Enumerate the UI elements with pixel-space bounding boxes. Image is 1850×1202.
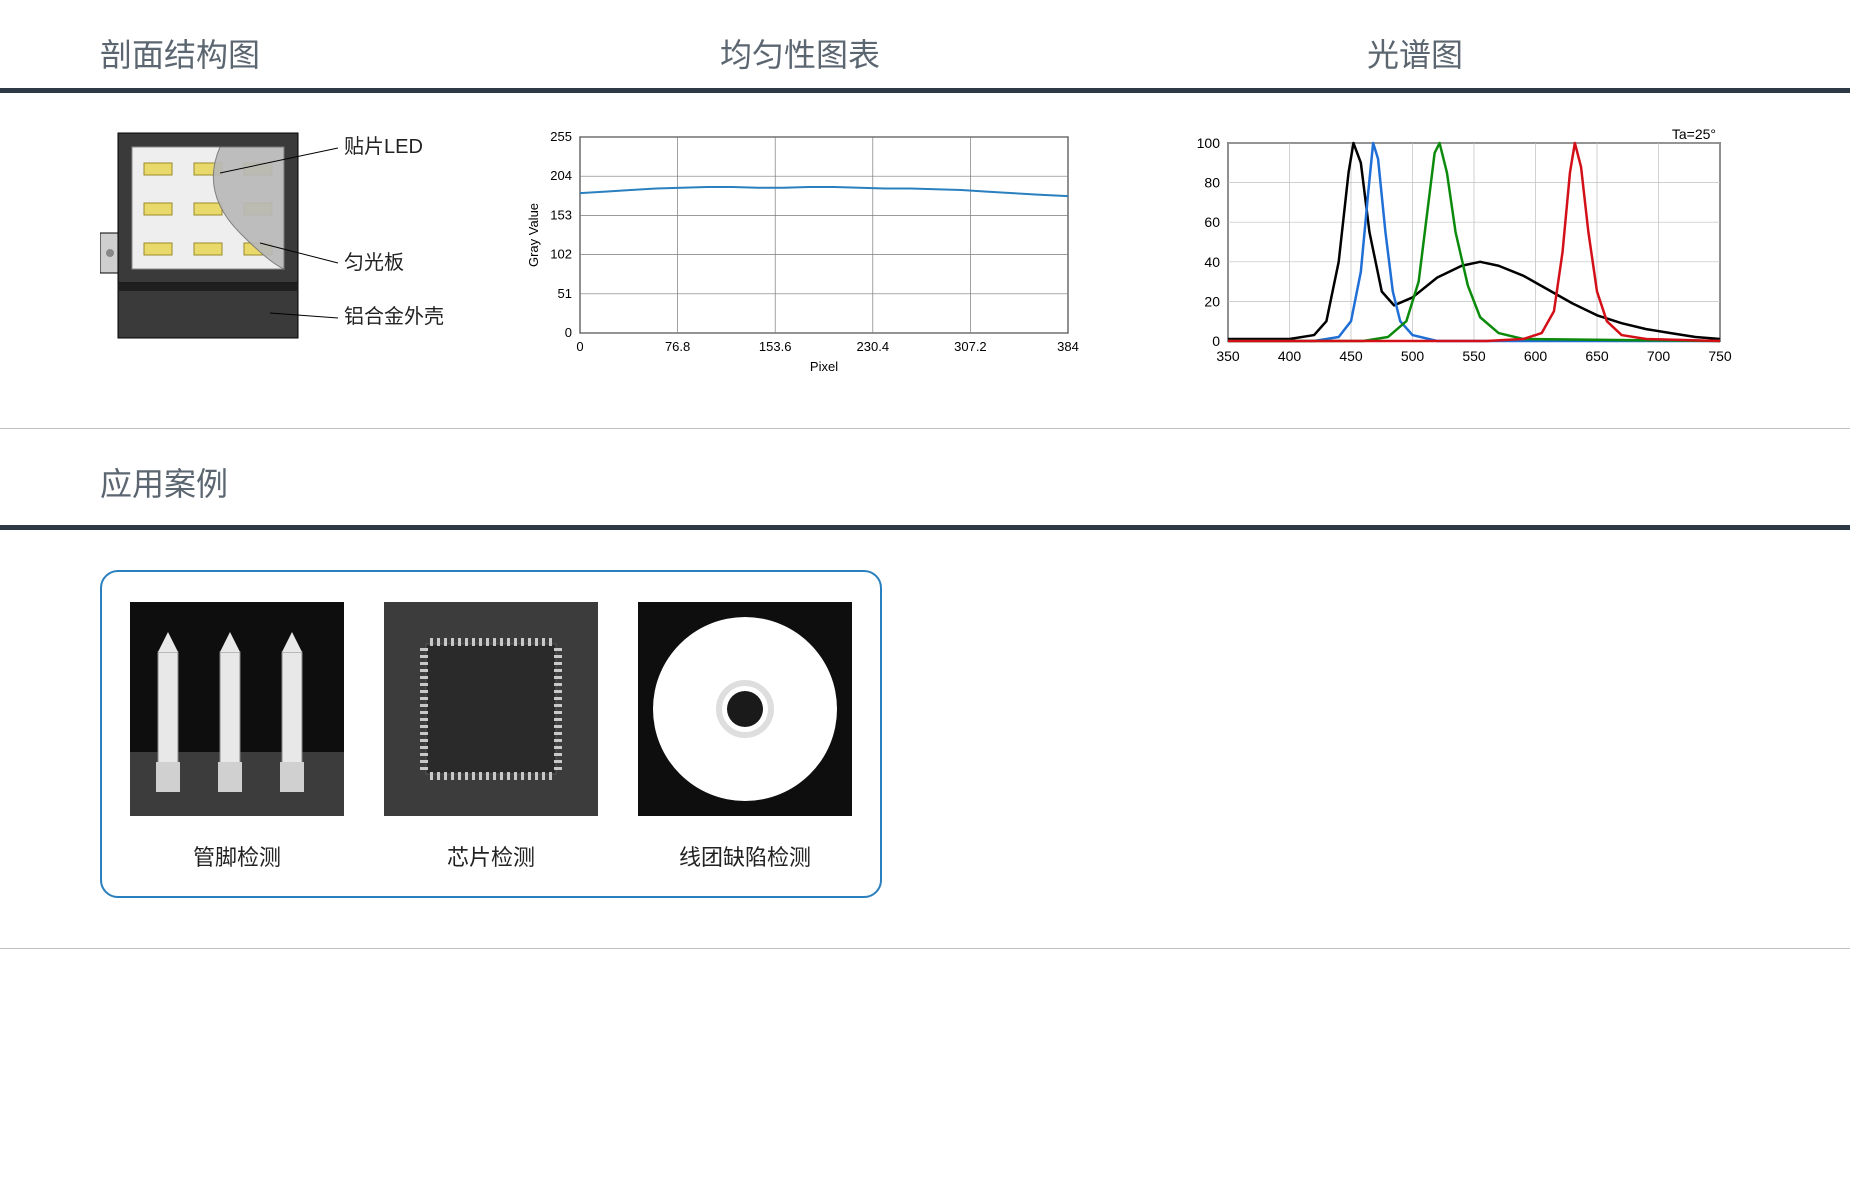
uniformity-svg: 0 76.8 153.6 230.4 307.2 384 0 51 102 153 204 255 Pi… bbox=[520, 123, 1080, 383]
svg-text:80: 80 bbox=[1204, 175, 1220, 191]
cross-section-diagram: 贴片LED 匀光板铝合金外壳 bbox=[100, 123, 460, 378]
svg-text:350: 350 bbox=[1216, 348, 1240, 364]
thumb-coil bbox=[638, 602, 852, 816]
top-titles-row: 剖面结构图 均匀性图表 光谱图 bbox=[0, 0, 1850, 88]
svg-text:匀光板: 匀光板 bbox=[344, 251, 404, 274]
case-item-pins: 管脚检测 bbox=[130, 602, 344, 872]
svg-text:60: 60 bbox=[1204, 214, 1220, 230]
svg-text:153.6: 153.6 bbox=[759, 339, 792, 354]
svg-text:0: 0 bbox=[576, 339, 583, 354]
title-spectrum: 光谱图 bbox=[1080, 30, 1750, 76]
svg-text:20: 20 bbox=[1204, 293, 1220, 309]
svg-text:255: 255 bbox=[550, 129, 572, 144]
thumb-pins bbox=[130, 602, 344, 816]
svg-text:102: 102 bbox=[550, 247, 572, 262]
applications-container: 管脚检测 芯片检测 线团缺陷检测 bbox=[0, 530, 1850, 948]
case-label-coil: 线团缺陷检测 bbox=[679, 840, 811, 872]
title-uniformity: 均匀性图表 bbox=[520, 30, 1080, 76]
svg-text:51: 51 bbox=[558, 286, 572, 301]
svg-text:750: 750 bbox=[1708, 348, 1732, 364]
svg-text:600: 600 bbox=[1524, 348, 1548, 364]
svg-text:450: 450 bbox=[1339, 348, 1363, 364]
svg-text:650: 650 bbox=[1585, 348, 1609, 364]
cross-section-svg: 贴片LED 匀光板铝合金外壳 bbox=[100, 123, 460, 373]
svg-text:384: 384 bbox=[1057, 339, 1079, 354]
svg-text:307.2: 307.2 bbox=[954, 339, 987, 354]
case-label-pins: 管脚检测 bbox=[193, 840, 281, 872]
svg-text:550: 550 bbox=[1462, 348, 1486, 364]
svg-text:0: 0 bbox=[565, 325, 572, 340]
uniformity-chart: 0 76.8 153.6 230.4 307.2 384 0 51 102 153 204 255 Pi… bbox=[520, 123, 1080, 388]
svg-text:100: 100 bbox=[1197, 135, 1221, 151]
svg-text:76.8: 76.8 bbox=[665, 339, 690, 354]
title-cross-section: 剖面结构图 bbox=[100, 30, 520, 76]
applications-box: 管脚检测 芯片检测 线团缺陷检测 bbox=[100, 570, 882, 898]
thumb-chip bbox=[384, 602, 598, 816]
svg-text:40: 40 bbox=[1204, 254, 1220, 270]
case-item-chip: 芯片检测 bbox=[384, 602, 598, 872]
svg-text:230.4: 230.4 bbox=[857, 339, 890, 354]
applications-title-row: 应用案例 bbox=[0, 429, 1850, 525]
title-applications: 应用案例 bbox=[100, 459, 1750, 505]
svg-text:400: 400 bbox=[1278, 348, 1302, 364]
svg-text:贴片LED: 贴片LED bbox=[344, 135, 423, 158]
svg-text:Gray Value: Gray Value bbox=[526, 203, 541, 267]
divider-bottom bbox=[0, 948, 1850, 949]
case-item-coil: 线团缺陷检测 bbox=[638, 602, 852, 872]
spectrum-svg: 350 400 450 500 550 600 650 700 750 0 20 40 60 80 100 T… bbox=[1180, 123, 1740, 383]
svg-text:Ta=25°: Ta=25° bbox=[1672, 126, 1716, 142]
case-label-chip: 芯片检测 bbox=[447, 840, 535, 872]
svg-text:204: 204 bbox=[550, 168, 572, 183]
svg-text:铝合金外壳: 铝合金外壳 bbox=[344, 305, 444, 328]
svg-text:153: 153 bbox=[550, 207, 572, 222]
svg-text:700: 700 bbox=[1647, 348, 1671, 364]
spectrum-chart: 350 400 450 500 550 600 650 700 750 0 20 40 60 80 100 T… bbox=[1180, 123, 1740, 388]
svg-text:0: 0 bbox=[1212, 333, 1220, 349]
panels-row: 贴片LED 匀光板铝合金外壳 0 76.8 153.6 230.4 307.2 384 0 51… bbox=[0, 93, 1850, 428]
svg-text:500: 500 bbox=[1401, 348, 1425, 364]
svg-text:Pixel: Pixel bbox=[810, 359, 838, 374]
